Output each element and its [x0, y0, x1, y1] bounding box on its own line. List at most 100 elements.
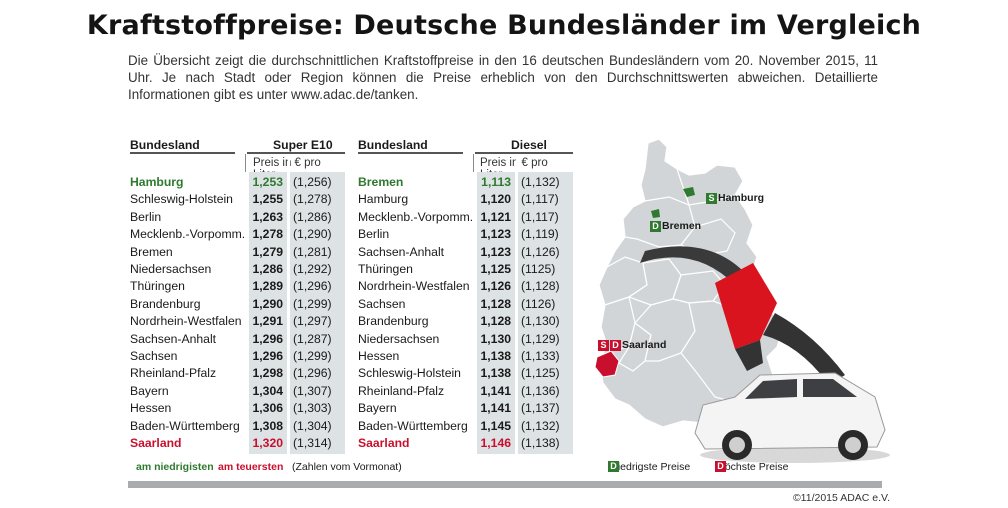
map-label-hamburg: S Hamburg: [706, 192, 764, 204]
diesel-prev-cell: (1,132): [521, 175, 560, 189]
e10-prev-cell: (1,278): [293, 192, 332, 207]
diesel-land-cell: Saarland: [358, 436, 410, 450]
e10-prev-cell: (1,287): [293, 331, 332, 346]
diesel-land-cell: Schleswig-Holstein: [358, 366, 461, 381]
badge-s-saarland: S: [598, 340, 609, 351]
diesel-table-row: Berlin 1,123 (1,119): [358, 226, 573, 243]
e10-prev-cell: (1,286): [293, 209, 332, 224]
map-label-bremen: D Bremen: [650, 220, 701, 232]
e10-price-cell: 1,278: [252, 227, 284, 242]
e10-price-cell: 1,279: [252, 244, 284, 259]
page-title: Kraftstoffpreise: Deutsche Bundesländer …: [86, 10, 922, 41]
diesel-land-cell: Berlin: [358, 227, 390, 242]
diesel-price-cell: 1,141: [480, 401, 512, 416]
diesel-prev-cell: (1,133): [521, 349, 560, 363]
diesel-prev-cell: (1,117): [521, 192, 559, 207]
legend-lowest: am niedrigisten: [136, 461, 214, 473]
e10-table-row: Baden-Württemberg 1,308 (1,304): [130, 418, 345, 435]
diesel-table-row: Hamburg 1,120 (1,117): [358, 191, 573, 208]
diesel-price-cell: 1,141: [480, 383, 512, 398]
diesel-price-cell: 1,121: [480, 209, 512, 224]
e10-table-row: Nordrhein-Westfalen 1,291 (1,297): [130, 313, 345, 330]
e10-prev-cell: (1,292): [293, 262, 332, 276]
e10-price-cell: 1,289: [252, 279, 284, 294]
diesel-prev-cell: (1,138): [521, 436, 560, 450]
e10-land-cell: Bayern: [130, 383, 169, 398]
e10-table-row: Niedersachsen 1,286 (1,292): [130, 261, 345, 278]
e10-land-cell: Sachsen: [130, 349, 178, 363]
saarland-region: [594, 350, 620, 378]
diesel-price-cell: 1,145: [480, 418, 512, 433]
legend-map-lowest: SD niedrigste Preise: [608, 461, 690, 473]
e10-price-cell: 1,253: [252, 175, 284, 189]
diesel-table-row: Nordrhein-Westfalen 1,126 (1,128): [358, 278, 573, 295]
e10-header-fuel: Super E10: [273, 138, 333, 152]
diesel-prev-cell: (1,132): [521, 418, 560, 433]
diesel-prev-cell: (1125): [521, 262, 556, 276]
e10-price-cell: 1,304: [252, 383, 284, 398]
e10-land-cell: Thüringen: [130, 279, 185, 294]
e10-land-cell: Brandenburg: [130, 296, 201, 311]
diesel-table-row: Bremen 1,113 (1,132): [358, 174, 573, 191]
e10-prev-cell: (1,299): [293, 349, 332, 363]
e10-prev-cell: (1,307): [293, 383, 332, 398]
e10-price-cell: 1,290: [252, 296, 284, 311]
map-saarland-text: Saarland: [622, 339, 667, 351]
diesel-land-cell: Rheinland-Pfalz: [358, 383, 445, 398]
badge-d-saarland: D: [610, 340, 621, 351]
diesel-column-separator: [475, 156, 477, 455]
diesel-prev-cell: (1,129): [521, 331, 560, 346]
e10-table-row: Saarland 1,320 (1,314): [130, 435, 345, 452]
hamburg-region: [683, 187, 695, 197]
diesel-price-cell: 1,138: [480, 366, 512, 381]
e10-price-cell: 1,320: [252, 436, 284, 450]
diesel-table-row: Thüringen 1,125 (1125): [358, 261, 573, 278]
diesel-land-cell: Hamburg: [358, 192, 409, 207]
e10-price-cell: 1,286: [252, 262, 284, 276]
e10-land-cell: Sachsen-Anhalt: [130, 331, 217, 346]
diesel-prev-band: [516, 172, 573, 455]
e10-land-cell: Schleswig-Holstein: [130, 192, 233, 207]
e10-table-row: Bremen 1,279 (1,281): [130, 244, 345, 261]
e10-land-cell: Hessen: [130, 401, 172, 416]
e10-cur-band: [247, 172, 287, 455]
diesel-table-row: Sachsen 1,128 (1126): [358, 296, 573, 313]
germany-map-illustration: [594, 138, 890, 463]
e10-price-cell: 1,255: [252, 192, 284, 207]
diesel-header-line-right: [475, 152, 573, 154]
e10-header-land: Bundesland: [130, 138, 200, 152]
diesel-table-row: Mecklenb.-Vorpomm. 1,121 (1,117): [358, 209, 573, 226]
diesel-price-cell: 1,146: [480, 436, 512, 450]
e10-prev-cell: (1,299): [293, 296, 332, 311]
legend-note: (Zahlen vom Vormonat): [292, 461, 402, 473]
e10-prev-band: [288, 172, 345, 455]
diesel-header-land: Bundesland: [358, 138, 428, 152]
diesel-prev-cell: (1,119): [521, 227, 559, 242]
diesel-prev-cell: (1,128): [521, 279, 560, 294]
diesel-table-row: Bayern 1,141 (1,137): [358, 400, 573, 417]
diesel-land-cell: Nordrhein-Westfalen: [358, 279, 470, 294]
diesel-prev-cell: (1,125): [521, 366, 560, 381]
e10-prev-cell: (1,303): [293, 401, 332, 416]
diesel-table-row: Rheinland-Pfalz 1,141 (1,136): [358, 383, 573, 400]
diesel-prev-cell: (1,137): [521, 401, 560, 416]
map-label-saarland: S D Saarland: [598, 339, 666, 351]
e10-price-cell: 1,296: [252, 349, 284, 363]
e10-price-cell: 1,296: [252, 331, 284, 346]
e10-prev-cell: (1,296): [293, 366, 332, 381]
diesel-price-cell: 1,130: [480, 331, 512, 346]
diesel-land-cell: Bayern: [358, 401, 397, 416]
diesel-table-row: Schleswig-Holstein 1,138 (1,125): [358, 365, 573, 382]
diesel-cur-band: [475, 172, 515, 455]
diesel-price-cell: 1,138: [480, 349, 512, 363]
e10-table-row: Schleswig-Holstein 1,255 (1,278): [130, 191, 345, 208]
e10-prev-cell: (1,304): [293, 418, 332, 433]
white-car: [694, 372, 890, 463]
copyright: ©11/2015 ADAC e.V.: [792, 492, 890, 504]
diesel-prev-cell: (1126): [521, 296, 556, 311]
e10-table-row: Rheinland-Pfalz 1,298 (1,296): [130, 365, 345, 382]
diesel-table-row: Sachsen-Anhalt 1,123 (1,126): [358, 244, 573, 261]
map-hamburg-text: Hamburg: [718, 192, 765, 204]
e10-land-cell: Rheinland-Pfalz: [130, 366, 217, 381]
diesel-land-cell: Niedersachsen: [358, 331, 440, 346]
